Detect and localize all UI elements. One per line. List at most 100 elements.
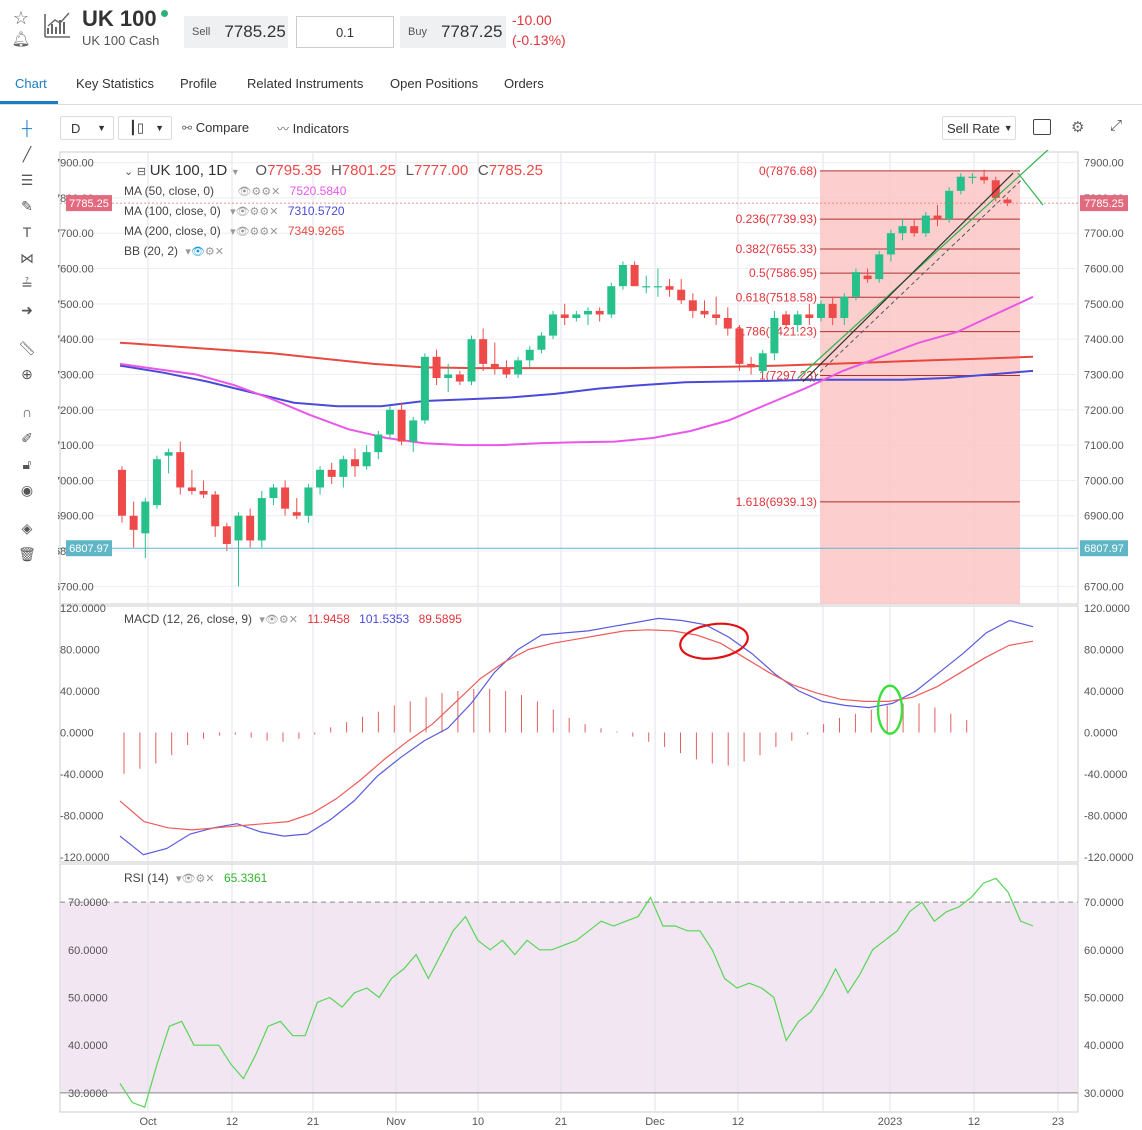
layers-icon[interactable]: ◈ [21,519,33,536]
text-icon[interactable]: T [22,224,32,240]
tab-profile[interactable]: Profile [180,76,217,91]
pattern-icon[interactable]: ⋈ [20,249,34,266]
settings-icons[interactable]: ▾👁︎⚙⚙✕ [230,226,279,238]
rsi-legend: RSI (14) ▾👁︎⚙✕ 65.3361 [124,871,267,885]
tab-chart[interactable]: Chart [15,76,47,91]
settings-icons[interactable]: 👁︎⚙⚙✕ [237,186,281,198]
buy-label: Buy [408,26,427,38]
compare-button[interactable]: ⚯ Compare [182,120,249,135]
x-axis-label: 12 [968,1116,980,1128]
x-axis-label: 12 [226,1116,238,1128]
sell-button[interactable]: Sell 7785.25 [184,16,288,48]
price-tick-right: 7100.00 [1084,440,1124,452]
amount-input[interactable]: 0.1 [296,16,394,48]
candle-body [537,335,546,350]
candle-body [467,339,476,382]
candle-body [187,487,196,491]
ma200-line [119,341,1034,370]
high-value: 7801.25 [341,162,397,179]
macd-tick-left: -40.0000 [60,769,103,781]
settings-icons[interactable]: ▾👁︎⚙✕ [185,246,224,258]
indicators-label: Indicators [292,121,350,136]
tab-orders[interactable]: Orders [504,76,544,91]
trend-line-black [802,172,1014,382]
candle-body [723,317,732,329]
screenshot-box-icon[interactable] [1033,119,1051,135]
macd-tick-right: 80.0000 [1084,645,1124,657]
trend-line-icon[interactable]: ╱ [22,145,32,162]
candle-body [164,452,173,456]
candle-body [455,374,464,382]
macd-signal-value: 89.5895 [418,612,462,626]
zoom-icon[interactable]: ⊕ [21,365,33,382]
ma200-label: MA (200, close, 0) [124,224,221,238]
candle-body [385,409,394,435]
close-value: 7785.25 [488,162,543,179]
lock-drawings-icon[interactable]: ✐ [21,429,33,446]
bell-icon[interactable]: 🔔︎ [11,31,31,48]
price-tick-right: 7700.00 [1084,228,1124,240]
brush-icon[interactable]: ✎ [21,197,33,214]
candle-body [898,226,907,234]
macd-line-value: 101.5353 [359,612,410,626]
lock-icon[interactable]: 🔓︎ [22,455,32,472]
price-tick-left: 6900.00 [58,511,94,523]
compare-icon: ⚯ [182,121,193,135]
interval-select[interactable]: D ▼ [60,116,114,140]
gear-icon[interactable]: ⚙ [1071,119,1085,136]
ma50-label: MA (50, close, 0) [124,184,215,198]
chart-type-select[interactable]: ┃▯ ▼ [118,116,172,140]
price-tick-left: 7700.00 [58,228,94,240]
line-price-tag-right-box [1080,540,1128,557]
price-chart[interactable]: 0(7876.68) 0.236(7739.93) 0.382(7655.33) 0.… [58,150,1142,1130]
price-mode-select[interactable]: Sell Rate ▼ [942,116,1016,140]
rsi-line [119,877,1034,1108]
eye-icon[interactable]: ◉ [20,481,34,498]
crosshair-icon[interactable]: ┼ [22,120,32,136]
price-tick-left: 7000.00 [58,475,94,487]
high-label: H [330,162,342,179]
tab-open-positions[interactable]: Open Positions [390,76,479,91]
sell-label: Sell [192,26,211,38]
tab-key-statistics[interactable]: Key Statistics [76,76,155,91]
fullscreen-icon[interactable]: ⤢ [1110,117,1123,134]
candle-body [152,459,161,506]
candle-body [327,469,336,477]
indicators-button[interactable]: 〰 Indicators [277,120,349,137]
chevron-down-icon: ▼ [155,123,164,133]
settings-icons[interactable]: ▾👁︎⚙✕ [176,873,215,885]
candle-body [991,180,1000,198]
magnet-icon[interactable]: ∩ [21,404,33,420]
buy-button[interactable]: Buy 7787.25 [400,16,506,48]
trash-icon[interactable]: 🗑︎ [18,545,36,562]
settings-icons[interactable]: ▾👁︎⚙⚙✕ [230,206,279,218]
fib-icon[interactable]: ≟ [21,275,33,292]
ma100-line [119,364,1034,408]
candle-body [118,469,126,516]
collapse-icon[interactable]: ⊟ [136,166,147,178]
candle-body [222,526,231,544]
rsi-tick-right: 40.0000 [1084,1040,1124,1052]
open-value: 7795.35 [267,162,322,179]
arrow-icon[interactable]: ➜ [21,301,33,318]
horizontal-lines-icon[interactable]: ☰ [20,171,34,188]
macd-pane-bg [59,605,1079,863]
macd-tick-right: -80.0000 [1084,810,1127,822]
fib-retracement: 0(7876.68) 0.236(7739.93) 0.382(7655.33) 0.… [736,164,1020,605]
candle-body [211,494,220,527]
x-axis-label: Nov [386,1116,406,1128]
chevron-circle-icon[interactable]: ⌄ [124,166,134,178]
caret-icon[interactable]: ▼ [230,167,240,177]
price-tick-right: 7400.00 [1084,334,1124,346]
trend-line-dashed [809,178,1024,382]
tab-related-instruments[interactable]: Related Instruments [247,76,364,91]
ma200-value: 7349.9265 [287,224,345,238]
indicators-icon: 〰 [277,122,290,136]
price-tick-left: 7200.00 [58,405,94,417]
instrument-title: UK 100 [82,6,157,31]
star-icon[interactable]: ☆ [12,7,30,28]
macd-tick-left: -80.0000 [60,810,103,822]
current-price-tag-right-box [1080,195,1128,212]
ruler-icon[interactable]: 📏︎ [18,339,36,356]
settings-icons[interactable]: ▾👁︎⚙✕ [259,614,298,626]
